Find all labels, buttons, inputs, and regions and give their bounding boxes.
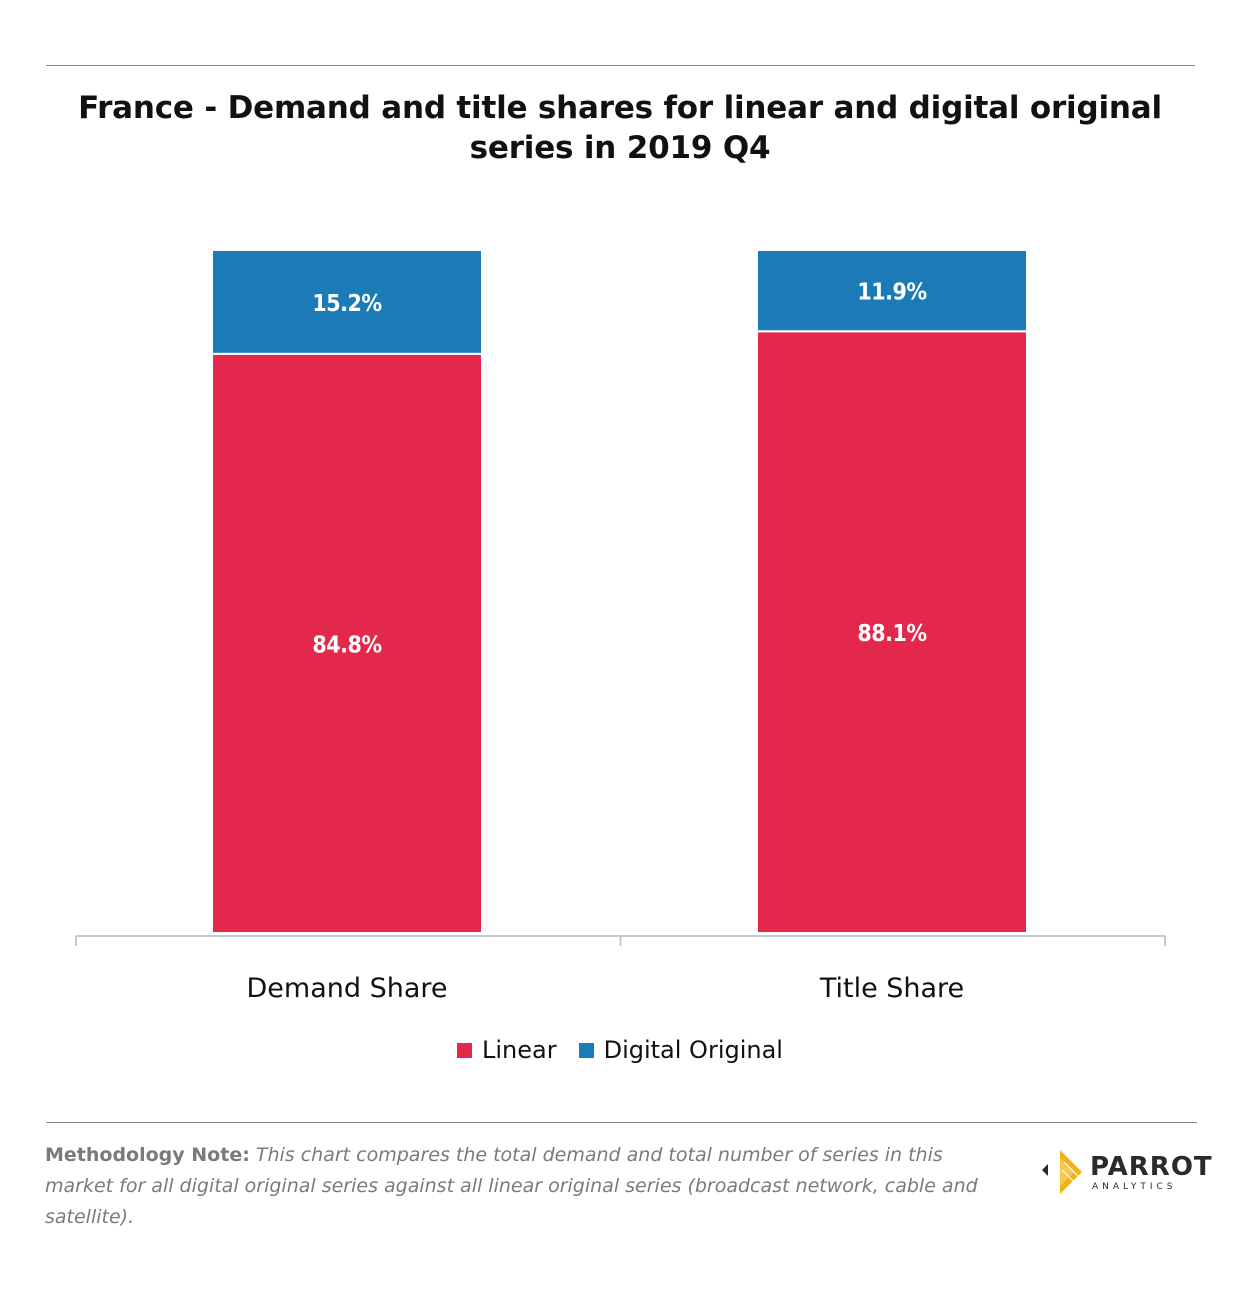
legend-item-digital-original: Digital Original [578, 1036, 783, 1064]
x-tick-label-title-share: Title Share [819, 973, 964, 1004]
legend-item-linear: Linear [457, 1036, 557, 1064]
logo-wordmark: PARROT [1090, 1152, 1213, 1182]
bars-layer: 84.8% 15.2% 88.1% 11.9% [211, 249, 1028, 935]
logo-subtitle: ANALYTICS [1092, 1182, 1177, 1192]
legend-swatch-linear [457, 1042, 472, 1058]
chart-title: France - Demand and title shares for lin… [78, 90, 1162, 166]
stacked-bar-chart: 84.8% 15.2% 88.1% 11.9% Demand Share Title S… [75, 249, 1166, 1004]
data-label-title-share-digital-original: 11.9% [857, 280, 927, 306]
data-label-demand-share-digital-original: 15.2% [312, 291, 382, 317]
legend-label-linear: Linear [482, 1036, 557, 1064]
bottom-divider [46, 1122, 1197, 1123]
legend-swatch-digital-original [578, 1042, 594, 1058]
methodology-note-label: Methodology Note: [45, 1144, 250, 1166]
bar-title-share-linear [756, 330, 1028, 935]
parrot-logo-icon [1042, 1150, 1082, 1194]
bar-demand-share-digital-original [211, 249, 483, 355]
parrot-analytics-logo: PARROT ANALYTICS [1040, 1148, 1212, 1198]
x-tick-label-demand-share: Demand Share [247, 973, 448, 1004]
data-label-title-share-linear: 88.1% [857, 621, 927, 647]
methodology-note: Methodology Note: This chart compares th… [45, 1140, 1005, 1233]
legend-label-digital-original: Digital Original [603, 1036, 783, 1064]
bar-demand-share-linear [211, 352, 483, 935]
x-axis: Demand Share Title Share [75, 935, 1166, 1004]
legend: Linear Digital Original [0, 1036, 1240, 1064]
data-label-demand-share-linear: 84.8% [312, 632, 382, 658]
methodology-note-text: This chart compares the total demand and… [45, 1144, 978, 1228]
bar-title-share-digital-original [756, 249, 1028, 333]
top-divider [46, 65, 1195, 66]
